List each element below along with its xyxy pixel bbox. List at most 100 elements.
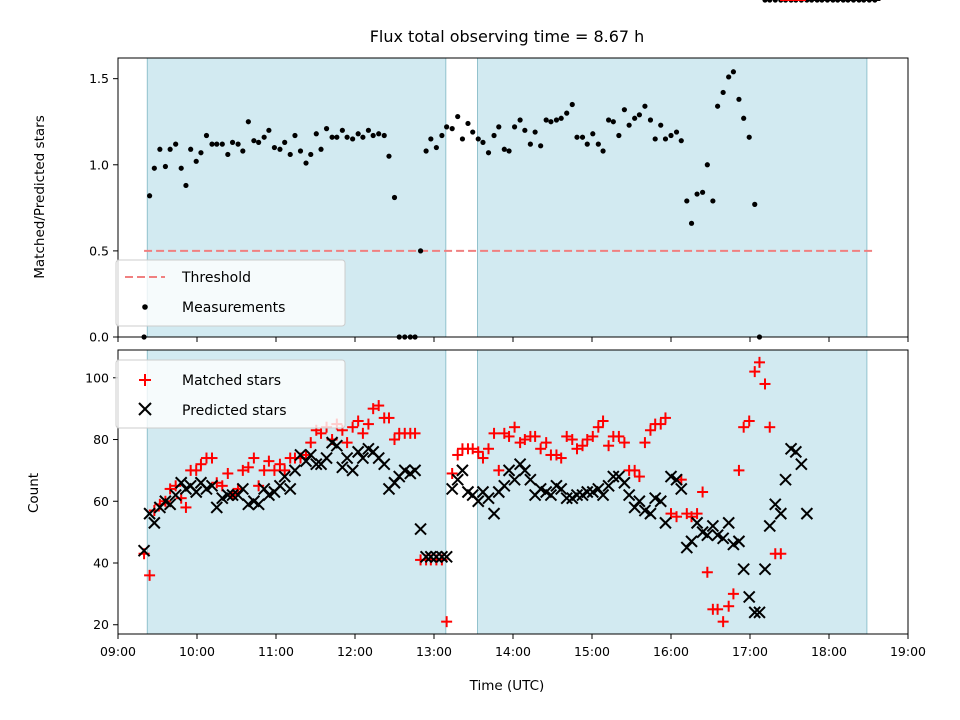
marker-stroke [800,507,814,520]
measurement-point [365,127,372,133]
measurement-point [511,124,518,130]
x-tick-label: 14:00 [495,644,531,659]
x-tick-label: 10:00 [179,644,215,659]
measurement-point [339,127,345,133]
marker-stroke [419,550,433,564]
measurement-point [381,132,387,139]
marker-stroke [461,485,475,499]
matched-star-point [592,421,604,433]
marker-stroke [294,448,307,462]
marker-stroke [288,464,302,477]
matched-star-point [483,443,495,455]
x-tick-label: 13:00 [416,644,452,659]
predicted-star-point [330,439,344,452]
marker-stroke [648,491,662,505]
matched-star-point [561,430,573,442]
predicted-star-point [310,458,323,471]
predicted-star-point [685,535,698,548]
predicted-star-point [226,488,239,502]
matched-star-point [697,486,709,498]
measurement-point [527,141,533,147]
measurement-point [423,148,429,154]
predicted-star-point [221,488,235,502]
predicted-star-point [284,482,297,496]
predicted-star-point [351,445,365,459]
marker-stroke [476,485,490,499]
predicted-star-point [774,507,788,520]
predicted-star-point [763,519,776,533]
predicted-star-point [644,507,657,520]
marker-stroke [743,590,756,604]
predicted-star-point [800,507,814,520]
marker-stroke [628,501,641,514]
marker-stroke [753,606,766,619]
measurement-point [605,117,612,123]
matched-star-point [279,464,291,476]
measurement-point [428,136,434,142]
measurement-point [772,0,778,3]
top-x-axis-ticks [117,337,909,342]
measurement-point [610,119,616,125]
marker-stroke [524,473,537,486]
predicted-star-point [419,550,433,564]
matched-star-point [571,443,583,455]
predicted-star-point [701,529,714,542]
predicted-star-point [273,479,287,493]
measurement-point [162,163,168,170]
predicted-star-point [137,544,151,557]
measurement-point [297,148,304,154]
x-tick-label: 12:00 [337,644,373,659]
matched-star-point [248,452,260,464]
predicted-star-point [502,464,516,477]
marker-stroke [487,507,501,520]
measurement-point [193,158,199,164]
measurement-point [704,162,710,168]
matched-star-point [164,483,176,495]
marker-stroke [513,458,527,471]
predicted-star-point [299,454,313,468]
measurement-point [360,134,366,140]
marker-stroke [236,482,250,496]
measurement-point [271,144,278,151]
matched-star-point [723,600,735,612]
measurement-point [678,138,684,144]
matched-star-point [597,415,609,427]
legend-measurements-swatch [142,304,148,310]
predicted-star-point [445,482,459,496]
matched-star-point [258,464,270,476]
marker-stroke [664,470,678,483]
marker-stroke [763,519,776,533]
marker-stroke [638,504,652,517]
predicted-star-point [148,516,161,530]
predicted-star-point [524,473,537,486]
measurement-point [350,136,356,142]
measurement-point [313,131,319,137]
marker-stroke [560,491,573,505]
bottom-y-axis-ticks: 20 40 60 80 100 [85,370,118,632]
predicted-star-point [169,488,182,502]
measurement-point [726,74,732,80]
predicted-star-point [680,541,694,554]
predicted-star-point [748,606,761,619]
marker-stroke [789,445,803,459]
predicted-star-point [554,482,568,496]
x-tick-label: 15:00 [574,644,610,659]
measurement-point [225,151,231,158]
measurement-point [532,129,538,135]
predicted-star-point [628,501,641,514]
predicted-star-point [596,488,610,502]
matched-star-point [190,464,202,476]
matched-star-point [367,403,379,415]
marker-stroke [424,550,438,564]
predicted-star-point [498,479,511,493]
measurement-point [600,148,606,154]
measurement-point [209,141,215,147]
marker-stroke [398,464,411,477]
predicted-star-point [304,448,317,462]
matched-star-point [305,437,317,449]
y-tick-label: 60 [93,494,109,509]
marker-stroke [675,482,688,496]
matched-star-point [665,508,677,520]
predicted-star-point [252,498,265,511]
marker-stroke [325,436,339,449]
